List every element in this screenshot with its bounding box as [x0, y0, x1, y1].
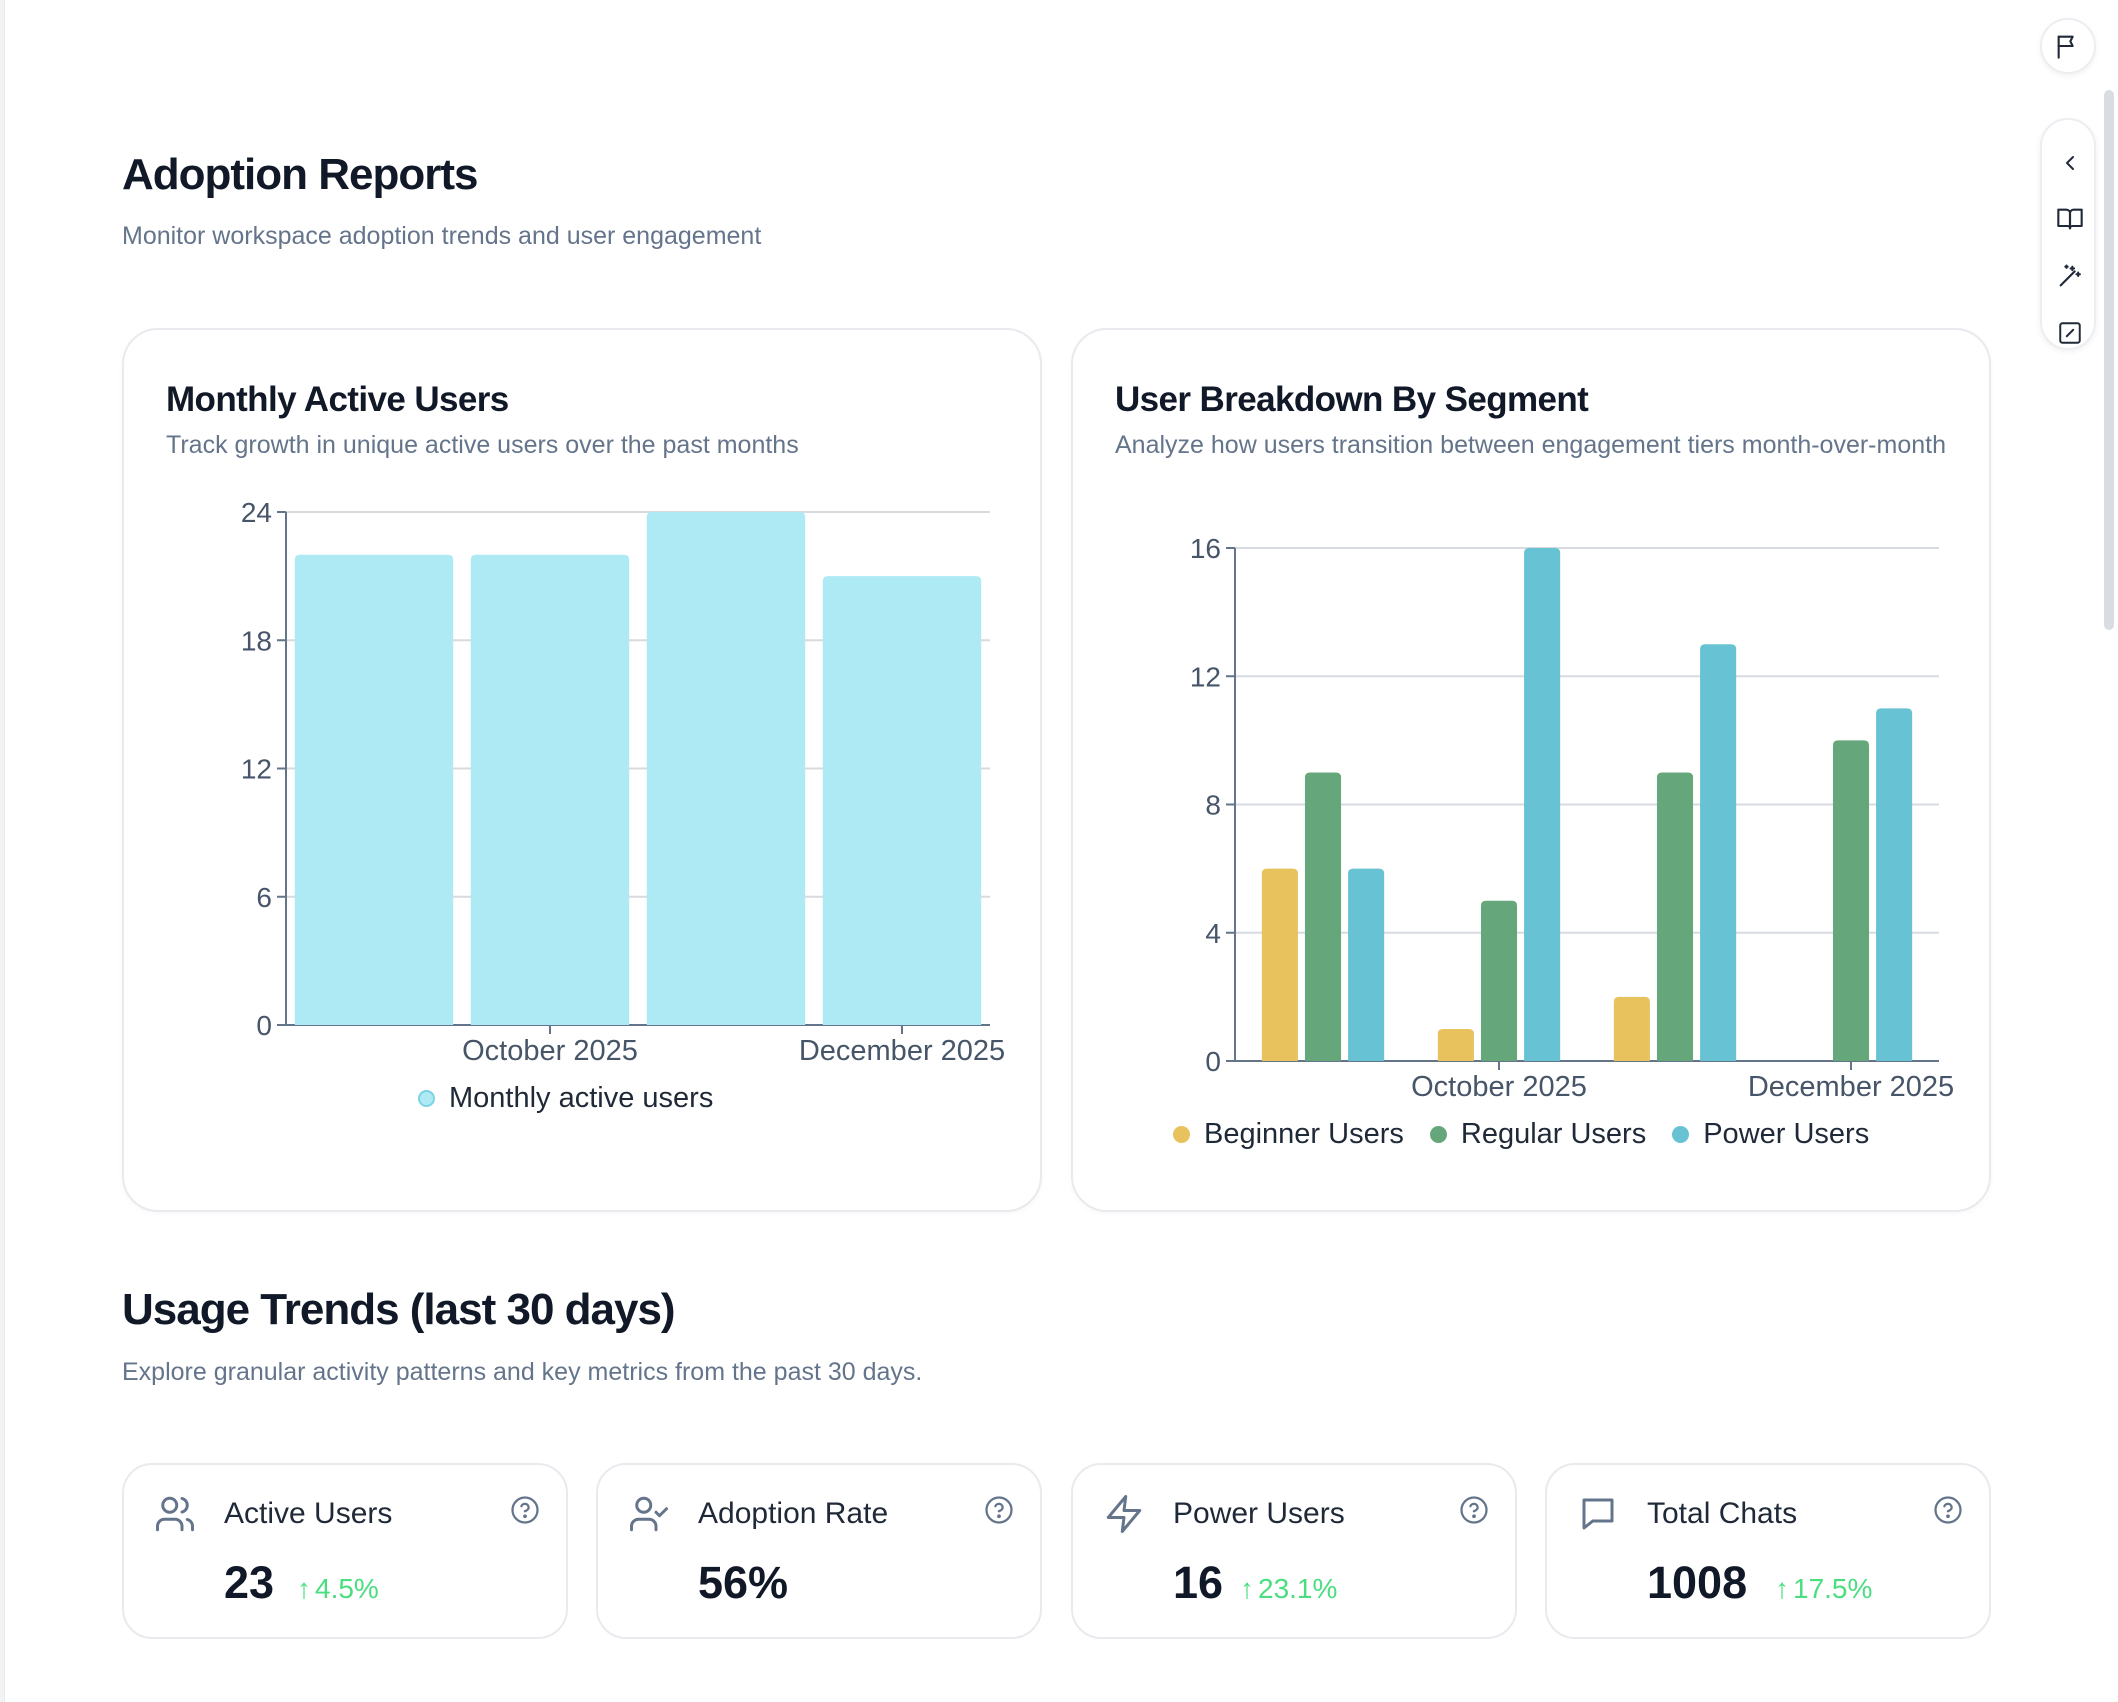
- x-tick-label: October 2025: [462, 1035, 638, 1067]
- metric-card-adoption-rate[interactable]: Adoption Rate 56%: [596, 1463, 1042, 1639]
- left-panel-edge: [0, 0, 5, 1702]
- legend-dot: [418, 1090, 435, 1107]
- bar-power-users[interactable]: [1348, 868, 1385, 1061]
- x-tick-label: October 2025: [1411, 1071, 1587, 1103]
- x-tick-label: December 2025: [1748, 1071, 1954, 1103]
- collapse-button[interactable]: [2053, 146, 2087, 180]
- card-title: Monthly Active Users: [166, 380, 509, 419]
- bar-monthly-active-users[interactable]: [822, 576, 982, 1025]
- y-tick-label: 12: [1190, 661, 1221, 692]
- legend-dot: [1173, 1126, 1190, 1143]
- y-tick-label: 24: [241, 497, 272, 528]
- lightning-icon: [1106, 1495, 1142, 1533]
- legend-label: Monthly active users: [449, 1082, 714, 1114]
- chart-legend: Beginner Users Regular Users Power Users: [1173, 1118, 1869, 1151]
- help-icon[interactable]: [1933, 1495, 1963, 1525]
- bar-regular-users[interactable]: [1832, 740, 1870, 1061]
- bar-beginner-users[interactable]: [1437, 1028, 1474, 1061]
- y-tick-label: 6: [256, 882, 272, 913]
- y-tick-label: 12: [241, 754, 272, 785]
- edit-button[interactable]: [2053, 316, 2087, 350]
- usage-trends-subtitle: Explore granular activity patterns and k…: [122, 1358, 923, 1386]
- monthly-active-users-card: Monthly Active Users Track growth in uni…: [122, 328, 1042, 1212]
- magic-wand-icon: [2059, 264, 2081, 287]
- metric-card-total-chats[interactable]: Total Chats 1008 ↑ 17.5%: [1545, 1463, 1991, 1639]
- bar-beginner-users[interactable]: [1261, 868, 1298, 1061]
- metric-delta: ↑ 17.5%: [1775, 1573, 1872, 1605]
- metric-card-active-users[interactable]: Active Users 23 ↑ 4.5%: [122, 1463, 568, 1639]
- y-tick-label: 0: [256, 1010, 272, 1041]
- metric-value: 56%: [698, 1557, 789, 1608]
- legend-label: Regular Users: [1460, 1118, 1647, 1150]
- edit-square-icon: [2059, 322, 2081, 344]
- y-tick-label: 18: [241, 625, 272, 656]
- user-breakdown-chart: 0 4 8 12 16 October 2025 December 2025: [1190, 533, 1954, 1103]
- page-subtitle: Monitor workspace adoption trends and us…: [122, 222, 762, 250]
- y-tick-label: 0: [1205, 1046, 1221, 1077]
- bar-power-users[interactable]: [1876, 708, 1913, 1061]
- bar-monthly-active-users[interactable]: [646, 512, 806, 1025]
- bar-beginner-users[interactable]: [1613, 996, 1650, 1061]
- user-breakdown-card: User Breakdown By Segment Analyze how us…: [1071, 328, 1991, 1212]
- legend-item-monthly-active-users[interactable]: Monthly active users: [418, 1082, 713, 1115]
- metric-label: Active Users: [224, 1497, 393, 1530]
- metric-delta: ↑ 4.5%: [297, 1573, 379, 1605]
- metric-card-power-users[interactable]: Power Users 16 ↑ 23.1%: [1071, 1463, 1517, 1639]
- flag-icon: [2057, 35, 2074, 59]
- metric-label: Adoption Rate: [698, 1497, 889, 1530]
- y-tick-label: 16: [1190, 533, 1221, 564]
- users-icon: [156, 1496, 194, 1532]
- arrow-up-icon: ↑: [1775, 1573, 1789, 1604]
- legend-dot: [1429, 1126, 1447, 1143]
- docs-button[interactable]: [2053, 202, 2087, 236]
- arrow-up-icon: ↑: [1240, 1573, 1254, 1604]
- legend-item-beginner-users[interactable]: Beginner Users: [1173, 1118, 1404, 1151]
- monthly-active-users-chart: 0 6 12 18 24 October 2025 December 2025: [241, 497, 1005, 1067]
- book-icon: [2057, 208, 2083, 230]
- x-tick-label: December 2025: [799, 1035, 1005, 1067]
- help-icon[interactable]: [1459, 1495, 1489, 1525]
- card-subtitle: Analyze how users transition between eng…: [1115, 431, 1946, 459]
- bar-regular-users[interactable]: [1656, 772, 1694, 1061]
- card-title: User Breakdown By Segment: [1115, 380, 1589, 419]
- y-tick-label: 8: [1205, 790, 1221, 821]
- metric-delta-value: 4.5%: [315, 1573, 379, 1604]
- user-check-icon: [630, 1496, 668, 1532]
- legend-dot: [1672, 1126, 1690, 1143]
- metric-delta-value: 23.1%: [1258, 1573, 1338, 1604]
- bar-regular-users[interactable]: [1304, 772, 1342, 1061]
- chevron-left-icon: [2066, 156, 2074, 170]
- y-tick-label: 4: [1205, 918, 1221, 949]
- legend-label: Beginner Users: [1204, 1118, 1404, 1150]
- legend-item-power-users[interactable]: Power Users: [1672, 1118, 1869, 1151]
- magic-button[interactable]: [2053, 259, 2087, 293]
- card-subtitle: Track growth in unique active users over…: [166, 431, 799, 459]
- metric-delta: ↑ 23.1%: [1240, 1573, 1337, 1605]
- arrow-up-icon: ↑: [297, 1573, 311, 1604]
- usage-trends-title: Usage Trends (last 30 days): [122, 1285, 676, 1334]
- page-title: Adoption Reports: [122, 150, 479, 199]
- metric-label: Total Chats: [1647, 1497, 1798, 1530]
- tool-stack: [2040, 118, 2096, 350]
- bar-monthly-active-users[interactable]: [294, 554, 454, 1025]
- scrollbar[interactable]: [2104, 90, 2114, 630]
- bar-monthly-active-users[interactable]: [470, 554, 630, 1025]
- legend-label: Power Users: [1703, 1118, 1870, 1150]
- chat-bubble-icon: [1582, 1498, 1614, 1530]
- metric-value: 23: [224, 1557, 275, 1608]
- bar-regular-users[interactable]: [1480, 900, 1518, 1061]
- bar-power-users[interactable]: [1524, 548, 1561, 1061]
- metric-value: 1008: [1647, 1557, 1748, 1608]
- metric-delta-value: 17.5%: [1793, 1573, 1873, 1604]
- metric-value: 16: [1173, 1557, 1224, 1608]
- help-icon[interactable]: [510, 1495, 540, 1525]
- metric-label: Power Users: [1173, 1497, 1345, 1530]
- legend-item-regular-users[interactable]: Regular Users: [1429, 1118, 1647, 1151]
- bar-power-users[interactable]: [1700, 644, 1737, 1061]
- help-icon[interactable]: [984, 1495, 1014, 1525]
- flag-button[interactable]: [2040, 18, 2096, 74]
- chart-legend: Monthly active users: [418, 1082, 713, 1115]
